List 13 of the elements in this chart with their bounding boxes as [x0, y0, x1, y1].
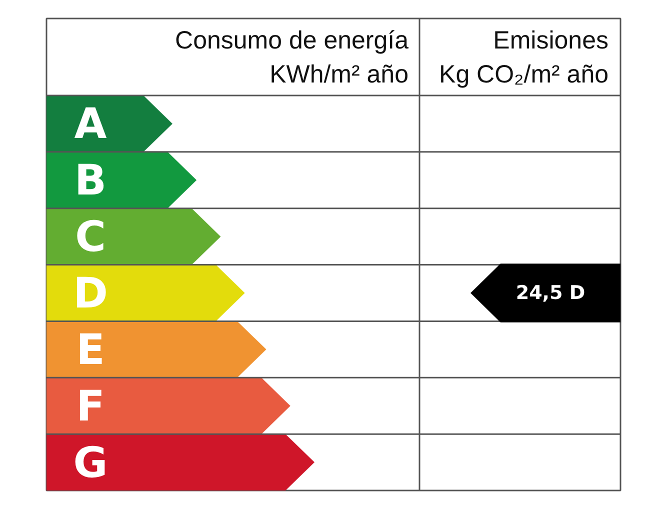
bar	[46, 434, 314, 490]
y-tick-label: A	[74, 99, 108, 148]
bar	[46, 378, 290, 434]
y-tick-label: C	[75, 212, 106, 262]
y-tick-label: E	[76, 324, 105, 374]
x-axis-title: Consumo de energía KWh/m² año	[175, 26, 409, 88]
y-tick-label: G	[73, 438, 108, 487]
y-tick-label: B	[74, 156, 107, 205]
text: Emisiones Kg CO₂/m² año	[439, 26, 609, 88]
text: 24,5 D	[516, 282, 586, 304]
y-tick-label: F	[76, 381, 105, 430]
bar	[46, 321, 266, 378]
y-tick-label: D	[73, 268, 108, 318]
